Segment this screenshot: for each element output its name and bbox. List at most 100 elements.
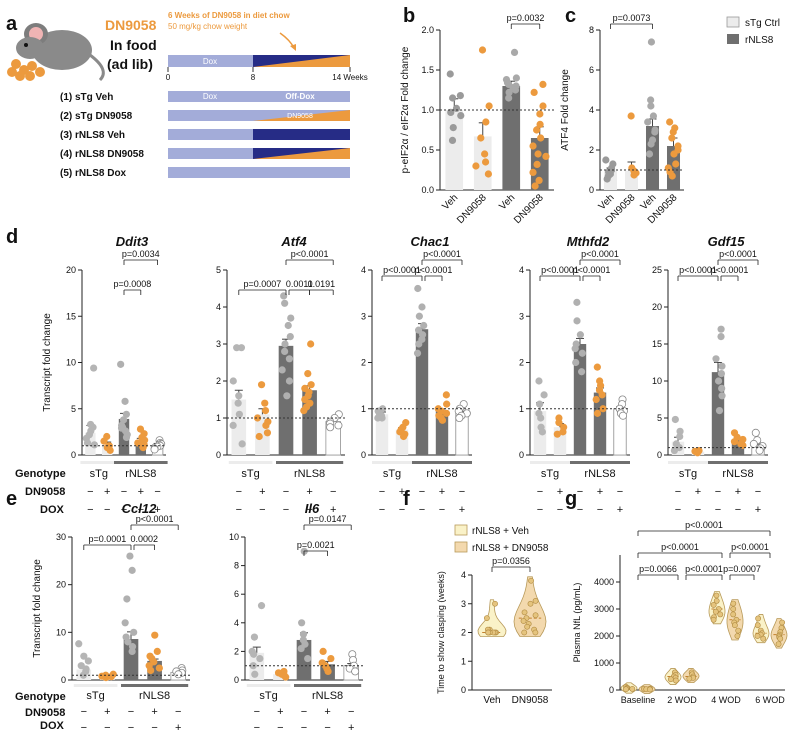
data-point [442, 391, 450, 399]
data-point [779, 619, 786, 626]
data-point [647, 102, 655, 110]
y-tick-label: 2 [361, 358, 366, 368]
group-bar-dox [168, 110, 253, 121]
mouse-tail [89, 53, 105, 82]
data-point [150, 445, 159, 454]
factor-drug: + [277, 706, 283, 718]
data-point [251, 670, 259, 678]
y-tick-label: 8 [234, 561, 239, 571]
data-point [334, 421, 343, 430]
data-point [456, 92, 464, 100]
panel-letter-f: f [403, 488, 410, 510]
p-value: 0.0002 [131, 534, 159, 544]
y-tick-label: 30 [56, 532, 66, 542]
bar [375, 414, 389, 455]
mouse-body [32, 30, 92, 70]
data-point [438, 416, 447, 424]
data-point [553, 430, 561, 438]
data-point [261, 399, 269, 407]
y-tick-label: 2 [589, 145, 594, 155]
data-point [647, 38, 656, 46]
factor-drug: + [735, 486, 741, 498]
data-point [537, 414, 545, 422]
p-value: p=0.0034 [122, 249, 160, 259]
chart-title: Ddit3 [116, 234, 149, 249]
factor-genotype-label: Genotype [15, 691, 66, 703]
group-bar-offdox [253, 129, 350, 140]
data-point [602, 156, 610, 164]
week-8: 8 [251, 73, 256, 82]
data-point [284, 321, 292, 330]
group-bar-dox [168, 91, 253, 102]
y-tick-label: 5 [657, 413, 662, 423]
data-point [672, 160, 680, 168]
x-tick-label: 6 WOD [755, 695, 785, 705]
factor-drug-label: DN9058 [25, 486, 65, 498]
factor-dox: + [459, 504, 465, 516]
bar [502, 86, 521, 190]
data-point [413, 349, 422, 357]
factor-dox: − [419, 504, 425, 516]
y-tick-label: 2 [234, 646, 239, 656]
p-value: p<0.0001 [423, 249, 461, 259]
y-tick-label: 4 [519, 265, 524, 275]
factor-dox: − [259, 504, 265, 516]
y-tick-label: 0 [519, 450, 524, 460]
data-point [754, 622, 761, 629]
data-point [263, 429, 272, 437]
data-point [442, 409, 451, 417]
bar [278, 345, 294, 455]
group2-dn-label: DN9058 [287, 113, 313, 120]
group-underbar-rnls8 [121, 684, 189, 687]
data-point [126, 552, 134, 560]
data-point [492, 600, 498, 607]
factor-drug: − [175, 706, 181, 718]
data-point [527, 600, 534, 607]
factor-dox: − [439, 504, 445, 516]
data-point [555, 419, 563, 427]
data-point [532, 597, 539, 604]
group-underbar-stg [668, 461, 708, 464]
data-point [647, 686, 653, 693]
data-point [775, 641, 782, 647]
factor-drug: − [87, 486, 93, 498]
data-point [324, 667, 332, 676]
data-point [448, 136, 457, 144]
data-point [647, 140, 655, 148]
panel-letter-g: g [565, 488, 577, 510]
y-tick-label: 1 [461, 656, 466, 666]
data-point [534, 150, 542, 158]
y-tick-label: 1.5 [421, 65, 434, 75]
data-point [100, 437, 108, 445]
data-point [714, 377, 723, 385]
y-tick-label: 4 [216, 302, 221, 312]
group-underbar-rnls8 [114, 461, 168, 464]
data-point [669, 128, 677, 136]
chart-title: Atf4 [280, 234, 307, 249]
data-point [593, 409, 602, 417]
data-point [717, 370, 726, 378]
y-tick-label: 0.5 [421, 145, 434, 155]
data-point [238, 440, 246, 448]
data-point [735, 627, 742, 634]
y-axis-label: Plasma NfL (pg/mL) [572, 583, 582, 663]
factor-dox: − [151, 722, 157, 730]
legend-swatch-stg [726, 16, 740, 28]
y-tick-label: 3000 [594, 604, 614, 614]
factor-dox: − [675, 504, 681, 516]
p-value: p<0.0001 [573, 265, 611, 275]
data-point [235, 410, 243, 418]
data-point [505, 94, 513, 102]
data-point [443, 400, 451, 408]
mouse-icon [7, 23, 105, 82]
factor-drug: + [259, 486, 265, 498]
factor-drug: − [755, 486, 761, 498]
x-tick-label: 4 WOD [711, 695, 741, 705]
timeline-dox [168, 55, 253, 67]
factor-drug: + [597, 486, 603, 498]
p-value: p<0.0001 [711, 265, 749, 275]
data-point [571, 345, 579, 353]
group1-offdox-label: Off-Dox [285, 92, 315, 101]
x-tick-label: Veh [483, 695, 500, 706]
